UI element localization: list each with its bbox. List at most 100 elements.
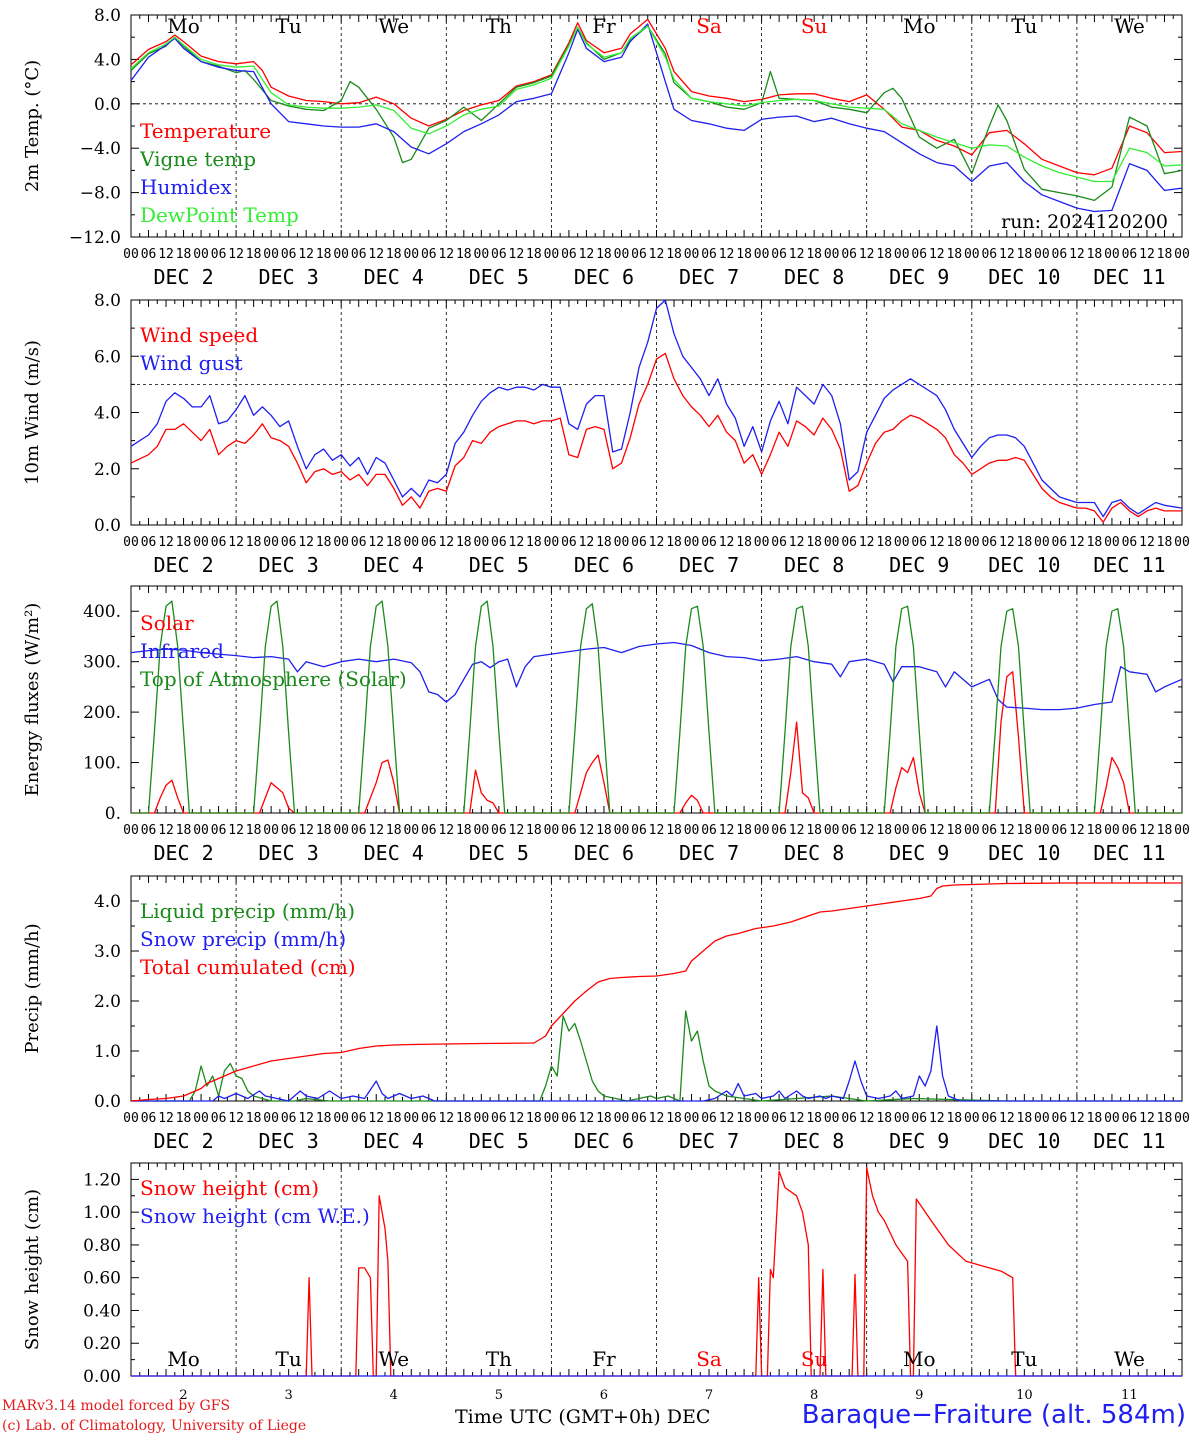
hour-tick-label: 06: [281, 1111, 297, 1126]
hour-tick-label: 06: [561, 823, 577, 838]
hour-tick-label: 06: [491, 247, 507, 262]
date-label: DEC 9: [889, 553, 949, 577]
hour-tick-label: 00: [193, 535, 209, 550]
hour-tick-label: 18: [456, 1111, 472, 1126]
hour-tick-label: 18: [596, 535, 612, 550]
hour-tick-label: 06: [281, 823, 297, 838]
hour-tick-label: 06: [701, 535, 717, 550]
date-label: DEC 5: [469, 553, 529, 577]
day-number-label: 8: [810, 1388, 818, 1403]
day-of-week-label: Fr: [592, 14, 616, 38]
hour-tick-label: 06: [701, 247, 717, 262]
run-label: run: 2024120200: [1001, 211, 1168, 233]
hour-tick-label: 18: [736, 823, 752, 838]
hour-tick-label: 00: [474, 1111, 490, 1126]
panel-4: 4.0 3.0 2.0 1.0 0.0 Precip (mm/h) Liquid preci…: [22, 875, 1190, 1153]
hour-tick-label: 00: [964, 1111, 980, 1126]
y-tick-label: 2.0: [94, 992, 121, 1012]
hour-tick-label: 12: [859, 1111, 875, 1126]
hour-tick-label: 06: [911, 247, 927, 262]
hour-tick-label: 00: [824, 535, 840, 550]
day-of-week-label: Su: [801, 1347, 828, 1371]
date-label: DEC 4: [364, 841, 424, 865]
hour-tick-label: 00: [544, 535, 560, 550]
hour-tick-label: 00: [544, 247, 560, 262]
hour-tick-label: 12: [859, 247, 875, 262]
lab-credit: (c) Lab. of Climatology, University of L…: [2, 1418, 307, 1434]
hour-tick-label: 06: [771, 247, 787, 262]
hour-tick-label: 06: [981, 823, 997, 838]
hour-tick-label: 12: [298, 535, 314, 550]
y-tick-label: 0.0: [94, 95, 121, 115]
hour-tick-label: 12: [298, 247, 314, 262]
hour-tick-label: 06: [491, 535, 507, 550]
hour-tick-label: 00: [894, 247, 910, 262]
hour-tick-label: 06: [561, 535, 577, 550]
date-label: DEC 10: [988, 841, 1060, 865]
hour-tick-label: 18: [1157, 823, 1173, 838]
date-label: DEC 7: [679, 553, 739, 577]
hour-tick-label: 00: [263, 535, 279, 550]
hour-tick-label: 00: [1104, 1111, 1120, 1126]
legend-entry: Snow height (cm W.E.): [140, 1204, 370, 1228]
hour-tick-label: 00: [123, 247, 139, 262]
hour-tick-label: 06: [211, 535, 227, 550]
hour-tick-label: 06: [981, 535, 997, 550]
series-line-infrared: [130, 641, 1183, 711]
hour-tick-label: 00: [403, 247, 419, 262]
date-label: DEC 11: [1093, 265, 1165, 289]
y-tick-label: 1.20: [83, 1170, 121, 1190]
hour-tick-label: 06: [911, 535, 927, 550]
series-line-top-of-atmosphere-solar-: [131, 600, 1182, 814]
hour-tick-label: 00: [123, 1111, 139, 1126]
hour-tick-label: 18: [456, 535, 472, 550]
hour-tick-label: 18: [876, 535, 892, 550]
hour-tick-label: 00: [894, 535, 910, 550]
day-of-week-label: Fr: [592, 1347, 616, 1371]
hour-tick-label: 18: [596, 1111, 612, 1126]
hour-tick-label: 00: [193, 1111, 209, 1126]
hour-tick-label: 18: [806, 535, 822, 550]
hour-tick-label: 18: [1157, 1111, 1173, 1126]
date-label: DEC 6: [574, 553, 634, 577]
hour-tick-label: 06: [1122, 1111, 1138, 1126]
hour-tick-label: 18: [246, 1111, 262, 1126]
hour-tick-label: 00: [123, 823, 139, 838]
hour-tick-label: 06: [841, 823, 857, 838]
hour-tick-label: 00: [403, 1111, 419, 1126]
hour-tick-label: 18: [946, 535, 962, 550]
hour-tick-label: 18: [1087, 247, 1103, 262]
hour-tick-label: 18: [386, 823, 402, 838]
hour-tick-label: 12: [929, 1111, 945, 1126]
hour-tick-label: 12: [438, 247, 454, 262]
hour-tick-label: 00: [684, 1111, 700, 1126]
y-tick-label: 0.: [105, 804, 121, 824]
hour-tick-label: 12: [1069, 1111, 1085, 1126]
y-axis-label: Snow height (cm): [22, 1189, 43, 1350]
hour-tick-label: 12: [649, 823, 665, 838]
y-tick-label: 0.0: [94, 1092, 121, 1112]
hour-tick-label: 18: [386, 535, 402, 550]
hour-tick-label: 12: [579, 535, 595, 550]
hour-tick-label: 00: [544, 823, 560, 838]
date-label: DEC 6: [574, 265, 634, 289]
hour-tick-label: 00: [544, 1111, 560, 1126]
hour-tick-label: 00: [193, 823, 209, 838]
hour-tick-label: 18: [316, 535, 332, 550]
hour-tick-label: 12: [298, 1111, 314, 1126]
series-line-total-cumulated-cm-: [130, 882, 1182, 1102]
day-of-week-label: Mo: [167, 14, 200, 38]
hour-tick-label: 00: [1174, 247, 1190, 262]
hour-tick-label: 00: [964, 535, 980, 550]
hour-tick-label: 12: [1139, 1111, 1155, 1126]
hour-tick-label: 18: [806, 247, 822, 262]
day-number-label: 2: [179, 1388, 187, 1403]
hour-tick-label: 06: [141, 247, 157, 262]
hour-tick-label: 00: [684, 823, 700, 838]
hour-tick-label: 06: [631, 535, 647, 550]
hour-tick-label: 12: [228, 247, 244, 262]
day-of-week-label: Mo: [903, 1347, 936, 1371]
y-tick-label: 0.40: [83, 1301, 121, 1321]
hour-tick-label: 00: [614, 535, 630, 550]
hour-tick-label: 18: [456, 823, 472, 838]
